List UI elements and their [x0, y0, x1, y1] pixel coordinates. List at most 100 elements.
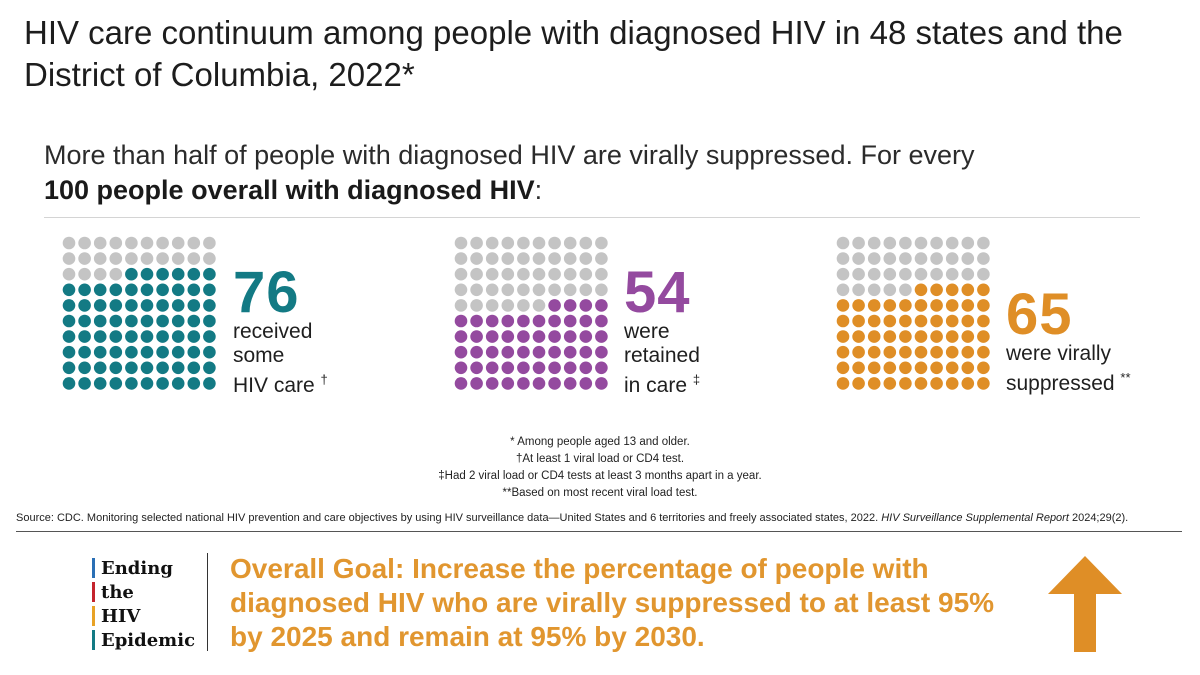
waffle-dot-filled: [945, 345, 959, 359]
waffle-dot-empty: [836, 236, 850, 250]
waffle-dot-filled: [532, 330, 546, 343]
waffle-dot-filled: [125, 267, 138, 281]
waffle-dot-filled: [930, 361, 943, 375]
waffle-dot-filled: [171, 361, 185, 375]
waffle-dot-empty: [930, 236, 943, 250]
waffle-dot-filled: [156, 361, 169, 375]
waffle-dot-empty: [883, 236, 897, 250]
waffle-dot-filled: [125, 283, 138, 297]
waffle-dot-filled: [961, 314, 975, 328]
logo-bar: [92, 558, 95, 578]
waffle-dot-filled: [961, 283, 975, 297]
waffle-dot-empty: [595, 252, 608, 265]
waffle-dot-filled: [867, 299, 881, 312]
waffle-dot-filled: [548, 361, 561, 375]
waffle-dot-empty: [899, 236, 912, 250]
waffle-dot-empty: [563, 283, 577, 297]
value-label-suppressed: 65: [1006, 282, 1073, 347]
waffle-dot-filled: [945, 330, 959, 343]
waffle-dot-empty: [867, 252, 881, 265]
waffle-dot-empty: [595, 283, 608, 297]
waffle-dot-empty: [899, 267, 912, 281]
waffle-dot-filled: [109, 345, 123, 359]
waffle-chart-care: [62, 236, 216, 390]
waffle-dot-empty: [579, 283, 593, 297]
waffle-dot-filled: [532, 361, 546, 375]
waffle-dot-filled: [93, 377, 107, 390]
waffle-dot-filled: [914, 377, 928, 390]
waffle-dot-empty: [914, 252, 928, 265]
waffle-dot-empty: [517, 299, 530, 312]
waffle-dot-empty: [595, 236, 608, 250]
waffle-dot-filled: [171, 267, 185, 281]
waffle-grid: [62, 236, 216, 390]
waffle-dot-filled: [579, 345, 593, 359]
waffle-dot-filled: [485, 345, 499, 359]
waffle-dot-filled: [78, 361, 91, 375]
waffle-dot-empty: [595, 267, 608, 281]
waffle-dot-filled: [579, 377, 593, 390]
value-label-care: 76: [233, 260, 300, 325]
waffle-dot-filled: [961, 377, 975, 390]
waffle-dot-filled: [563, 299, 577, 312]
logo-divider: [207, 553, 208, 651]
waffle-dot-filled: [485, 377, 499, 390]
waffle-dot-filled: [62, 330, 76, 343]
waffle-dot-filled: [187, 345, 201, 359]
waffle-dot-filled: [914, 283, 928, 297]
waffle-dot-empty: [109, 252, 123, 265]
waffle-dot-empty: [961, 236, 975, 250]
waffle-dot-filled: [977, 345, 990, 359]
waffle-dot-empty: [563, 267, 577, 281]
footnote: ‡Had 2 viral load or CD4 tests at least …: [438, 470, 762, 482]
waffle-dot-filled: [945, 299, 959, 312]
waffle-dot-filled: [78, 299, 91, 312]
waffle-dot-filled: [78, 330, 91, 343]
waffle-dot-empty: [485, 283, 499, 297]
waffle-dot-filled: [501, 330, 515, 343]
waffle-dot-filled: [852, 377, 865, 390]
waffle-dot-empty: [961, 252, 975, 265]
waffle-dot-filled: [93, 330, 107, 343]
waffle-dot-empty: [454, 236, 468, 250]
waffle-dot-filled: [171, 330, 185, 343]
waffle-dot-filled: [836, 361, 850, 375]
waffle-dot-filled: [125, 361, 138, 375]
waffle-dot-empty: [532, 283, 546, 297]
waffle-dot-filled: [78, 283, 91, 297]
waffle-dot-filled: [532, 314, 546, 328]
waffle-dot-empty: [203, 252, 216, 265]
waffle-dot-filled: [899, 377, 912, 390]
waffle-dot-filled: [485, 330, 499, 343]
logo-word: HIV: [101, 605, 141, 627]
waffle-dot-filled: [548, 330, 561, 343]
waffle-dot-filled: [62, 299, 76, 312]
waffle-dot-filled: [899, 299, 912, 312]
waffle-dot-filled: [930, 345, 943, 359]
ending-hiv-epidemic-logo: Ending the HIV Epidemic: [92, 556, 212, 652]
waffle-dot-filled: [548, 314, 561, 328]
panel-text-retained: 54 were retained in care ‡: [624, 264, 700, 398]
waffle-dot-filled: [563, 314, 577, 328]
waffle-dot-empty: [187, 236, 201, 250]
waffle-dot-filled: [517, 330, 530, 343]
waffle-dot-filled: [930, 283, 943, 297]
waffle-dot-empty: [852, 283, 865, 297]
waffle-dot-empty: [914, 236, 928, 250]
waffle-dot-filled: [883, 345, 897, 359]
waffle-panel-suppressed: 65 were virally suppressed **: [836, 236, 1176, 396]
footnotes: * Among people aged 13 and older. †At le…: [0, 434, 1200, 502]
waffle-dot-filled: [836, 299, 850, 312]
waffle-dot-filled: [156, 283, 169, 297]
waffle-dot-filled: [836, 377, 850, 390]
waffle-dot-empty: [852, 252, 865, 265]
waffle-dot-filled: [595, 345, 608, 359]
waffle-dot-filled: [548, 345, 561, 359]
subtitle-bold: 100 people overall with diagnosed HIV: [44, 175, 535, 205]
waffle-dot-filled: [156, 377, 169, 390]
waffle-dot-empty: [867, 236, 881, 250]
waffle-dot-empty: [548, 283, 561, 297]
up-arrow-graphic: [1048, 556, 1122, 652]
logo-word: the: [101, 581, 134, 603]
waffle-dot-filled: [517, 314, 530, 328]
